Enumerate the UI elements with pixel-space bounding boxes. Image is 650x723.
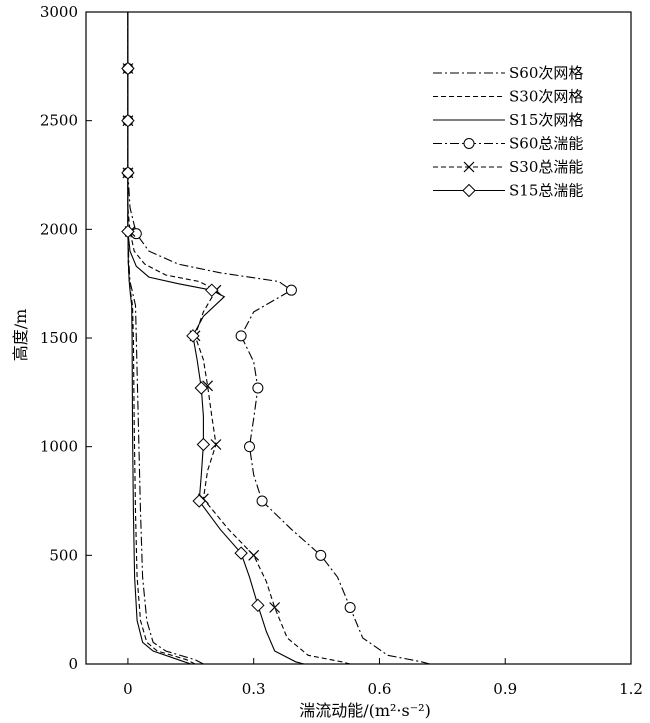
data-point-marker <box>196 437 211 452</box>
x-tick-label: 0.9 <box>493 680 517 698</box>
y-tick-label: 2000 <box>40 220 78 238</box>
x-tick-label: 0.6 <box>368 680 392 698</box>
y-tick-label: 2500 <box>40 112 78 130</box>
legend-label: S60次网格 <box>509 64 583 82</box>
series-line <box>127 12 204 665</box>
x-axis-label: 湍流动能/(m²·s⁻²) <box>299 701 431 720</box>
legend-label: S60总湍能 <box>509 135 583 153</box>
series-line <box>127 12 305 665</box>
legend-marker <box>462 183 476 198</box>
data-point-marker <box>315 549 327 561</box>
data-point-marker <box>285 284 297 296</box>
legend-label: S15次网格 <box>509 111 583 129</box>
legend: S60次网格 S30次网格 S15次网格 S60总湍能 S30总湍能 S15总湍能 <box>433 64 583 200</box>
data-point-marker <box>234 546 248 560</box>
legend-marker <box>463 161 475 173</box>
data-point-marker <box>121 113 135 128</box>
legend-entry: S30次网格 <box>433 88 583 106</box>
legend-marker <box>463 138 475 149</box>
legend-label: S30总湍能 <box>509 158 583 176</box>
data-point-marker <box>210 439 222 450</box>
legend-label: S15总湍能 <box>509 182 583 200</box>
y-tick-label: 1500 <box>40 329 78 347</box>
series-6 <box>121 12 305 665</box>
series-line <box>127 12 196 665</box>
series-line <box>127 12 351 665</box>
x-tick-label: 0 <box>123 680 133 698</box>
y-tick-label: 500 <box>49 546 78 564</box>
series-line <box>127 12 191 665</box>
data-point-marker <box>269 602 281 613</box>
plot-frame <box>85 11 632 665</box>
data-point-marker <box>251 598 265 613</box>
data-point-marker <box>235 330 247 342</box>
y-axis-label: 高度/m <box>11 309 30 362</box>
legend-entry: S30总湍能 <box>433 158 583 176</box>
series-line <box>127 12 430 665</box>
legend-entry: S60总湍能 <box>433 135 583 153</box>
data-point-marker <box>186 329 200 343</box>
data-point-marker <box>194 381 208 395</box>
data-point-marker <box>121 224 135 239</box>
data-point-marker <box>121 166 135 180</box>
x-tick-label: 0.3 <box>242 680 266 698</box>
legend-entry: S15次网格 <box>433 111 583 129</box>
series-4 <box>122 12 430 665</box>
data-point-marker <box>205 283 219 297</box>
series-3 <box>127 12 191 665</box>
axes: 0 0.3 0.6 0.9 1.2 0 500 1000 1500 2000 2500 3000 <box>40 3 643 698</box>
data-point-marker <box>256 495 268 507</box>
y-tick-label: 0 <box>68 655 78 673</box>
legend-label: S30次网格 <box>509 88 583 106</box>
series-1 <box>127 12 204 665</box>
data-point-marker <box>248 549 260 561</box>
data-point-marker <box>244 441 255 453</box>
data-point-marker <box>252 382 264 394</box>
data-point-marker <box>192 494 206 508</box>
legend-entry: S15总湍能 <box>433 182 583 200</box>
series-lines <box>121 12 430 665</box>
data-point-marker <box>344 601 356 613</box>
series-2 <box>127 12 196 665</box>
y-tick-label: 3000 <box>40 3 78 21</box>
data-point-marker <box>121 61 135 76</box>
y-tick-label: 1000 <box>40 438 78 456</box>
legend-entry: S60次网格 <box>433 64 583 82</box>
x-tick-label: 1.2 <box>619 680 643 698</box>
